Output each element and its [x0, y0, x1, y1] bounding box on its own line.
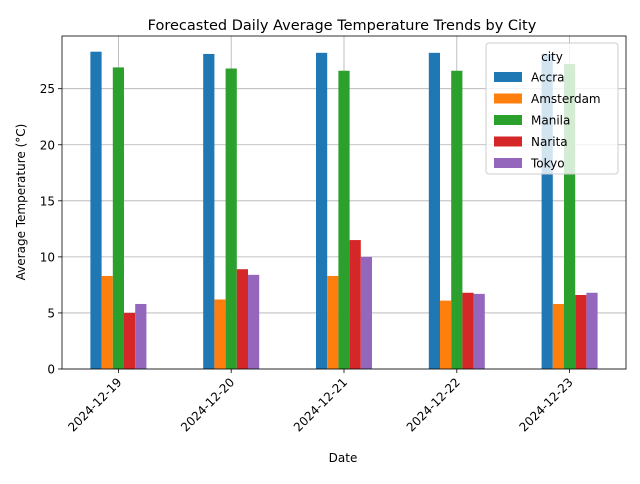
legend-swatch-tokyo — [494, 158, 522, 168]
y-tick-label: 5 — [47, 306, 55, 320]
bar-manila-2024-12-20 — [225, 68, 237, 370]
legend: city Accra Amsterdam Manila Narita Tokyo — [485, 42, 619, 175]
x-axis-label: Date — [329, 451, 358, 465]
legend-label-manila: Manila — [531, 114, 570, 128]
y-tick-label: 0 — [47, 363, 55, 377]
legend-label-amsterdam: Amsterdam — [531, 92, 601, 106]
bar-narita-2024-12-20 — [236, 269, 248, 369]
bar-narita-2024-12-22 — [462, 292, 474, 369]
bar-amsterdam-2024-12-20 — [214, 299, 226, 369]
legend-items: Accra Amsterdam Manila Narita Tokyo — [494, 71, 601, 171]
bar-manila-2024-12-21 — [338, 70, 350, 370]
y-tick-label: 10 — [40, 250, 55, 264]
bar-accra-2024-12-20 — [203, 53, 215, 369]
bar-tokyo-2024-12-20 — [248, 274, 260, 369]
x-tick-label: 2024-12-21 — [291, 375, 350, 434]
legend-title: city — [541, 50, 563, 64]
legend-swatch-narita — [494, 136, 522, 147]
x-tick-label: 2024-12-22 — [404, 375, 463, 434]
bar-tokyo-2024-12-21 — [360, 256, 372, 369]
legend-label-tokyo: Tokyo — [530, 157, 565, 171]
bar-amsterdam-2024-12-23 — [552, 303, 564, 369]
bar-amsterdam-2024-12-22 — [440, 300, 452, 369]
bar-accra-2024-12-19 — [90, 51, 102, 370]
bar-narita-2024-12-19 — [124, 312, 136, 369]
bars-layer — [90, 51, 598, 370]
bar-tokyo-2024-12-23 — [586, 292, 598, 369]
x-tick-label: 2024-12-20 — [178, 375, 237, 434]
bar-narita-2024-12-23 — [575, 295, 587, 369]
bar-accra-2024-12-21 — [316, 52, 328, 370]
bar-amsterdam-2024-12-19 — [101, 275, 113, 369]
legend-swatch-amsterdam — [494, 93, 522, 104]
x-tick-label: 2024-12-19 — [65, 375, 124, 434]
chart-title: Forecasted Daily Average Temperature Tre… — [148, 18, 537, 34]
bar-amsterdam-2024-12-21 — [327, 275, 339, 369]
y-axis-label: Average Temperature (°C) — [14, 124, 28, 281]
y-tick-label: 25 — [40, 82, 55, 96]
legend-swatch-accra — [494, 72, 522, 82]
bar-accra-2024-12-22 — [428, 52, 440, 370]
bar-manila-2024-12-19 — [112, 67, 124, 370]
bar-tokyo-2024-12-19 — [135, 303, 147, 369]
y-tick-label: 20 — [40, 138, 55, 152]
y-tick-label: 15 — [40, 194, 55, 208]
legend-swatch-manila — [494, 115, 522, 125]
bar-accra-2024-12-23 — [541, 53, 553, 369]
legend-label-accra: Accra — [531, 71, 564, 85]
x-tick-label: 2024-12-23 — [517, 375, 576, 434]
bar-tokyo-2024-12-22 — [473, 293, 485, 369]
bar-narita-2024-12-21 — [349, 240, 361, 369]
legend-label-narita: Narita — [531, 135, 568, 149]
bar-manila-2024-12-22 — [451, 70, 463, 370]
bar-manila-2024-12-23 — [564, 64, 576, 369]
